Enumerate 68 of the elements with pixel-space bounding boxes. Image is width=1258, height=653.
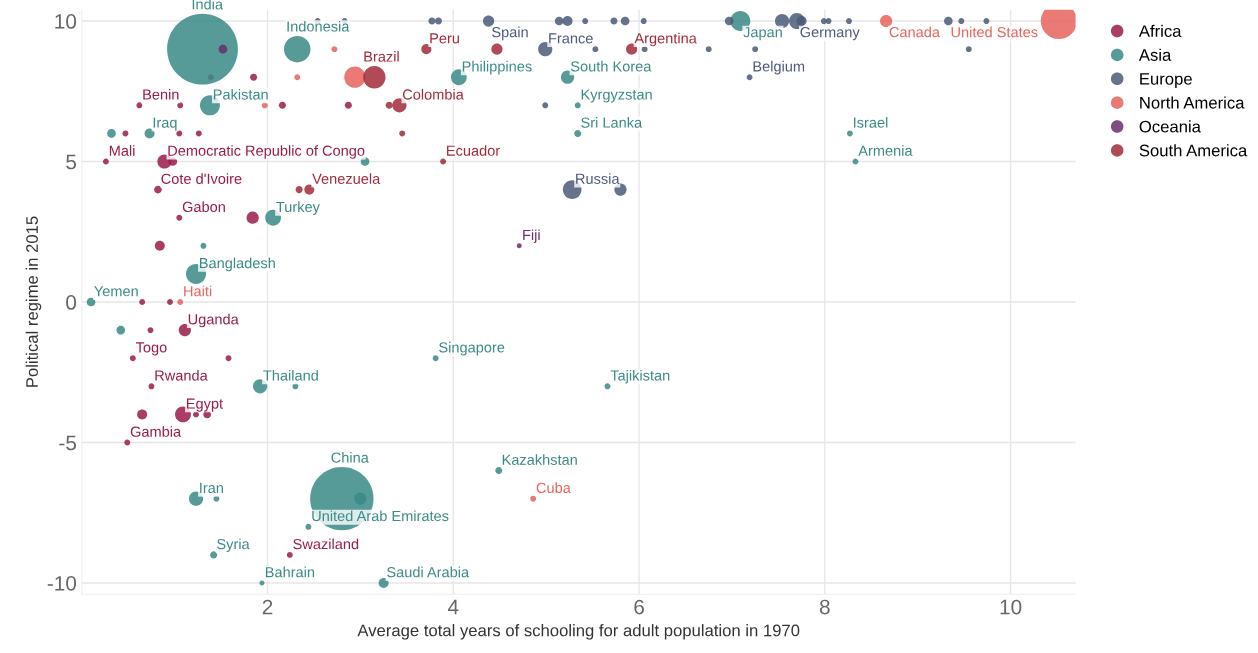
annotation: Uganda bbox=[188, 313, 239, 328]
annotation: South Korea bbox=[570, 60, 652, 72]
annotation: Indonesia bbox=[287, 20, 350, 32]
legend-label: Asia bbox=[1138, 48, 1172, 61]
annotation: United States bbox=[951, 26, 1038, 38]
legend-label: North America bbox=[1140, 96, 1245, 109]
y-axis-title: Political regime in 2015 bbox=[25, 216, 42, 387]
annotation: Peru bbox=[430, 33, 459, 44]
legend-label: Europe bbox=[1140, 73, 1192, 89]
annotation: Gambia bbox=[130, 426, 182, 437]
annotation: China bbox=[331, 452, 369, 463]
annotation: Gabon bbox=[182, 201, 225, 213]
annotation: Brazil bbox=[364, 51, 399, 62]
annotation: Haiti bbox=[184, 285, 212, 297]
annotation: Japan bbox=[743, 27, 782, 41]
annotation: Egypt bbox=[186, 398, 223, 412]
annotation: France bbox=[549, 33, 593, 44]
annotation: Thailand bbox=[263, 369, 318, 381]
annotation: Cote d'Ivoire bbox=[161, 173, 242, 184]
annotation: Spain bbox=[492, 26, 528, 41]
y-tick-label: 5 bbox=[66, 154, 77, 170]
annotation: Saudi Arabia bbox=[387, 566, 470, 578]
x-axis-title: Average total years of schooling for adult population in 1970 bbox=[357, 624, 800, 640]
annotation: Mali bbox=[109, 145, 135, 156]
y-tick-label: -10 bbox=[47, 575, 77, 591]
annotation: Fiji bbox=[523, 229, 540, 244]
annotation: Iran bbox=[200, 482, 223, 494]
annotation: Ecuador bbox=[447, 145, 500, 156]
annotation: Russia bbox=[576, 173, 620, 184]
y-tick-label: 0 bbox=[66, 295, 77, 310]
annotation: Germany bbox=[800, 26, 860, 41]
annotation: Togo bbox=[135, 342, 167, 356]
annotation: Israel bbox=[854, 117, 888, 128]
x-tick-label: 10 bbox=[1000, 599, 1022, 615]
annotation: Sri Lanka bbox=[581, 117, 643, 128]
x-tick-label: 6 bbox=[634, 599, 644, 615]
annotation: Benin bbox=[143, 88, 179, 100]
y-tick-label: -5 bbox=[59, 435, 77, 451]
annotation: Venezuela bbox=[312, 173, 381, 184]
annotation: Philippines bbox=[462, 60, 532, 75]
x-tick-label: 4 bbox=[447, 599, 459, 615]
annotation: United Arab Emirates bbox=[312, 510, 449, 522]
annotation: Syria bbox=[217, 538, 250, 553]
annotation: Armenia bbox=[858, 145, 913, 156]
annotation: Bangladesh bbox=[199, 257, 275, 272]
annotation: Tajikistan bbox=[610, 369, 670, 384]
legend-label: Africa bbox=[1138, 24, 1182, 38]
annotation: Argentina bbox=[634, 32, 697, 47]
x-tick-label: 8 bbox=[819, 599, 830, 615]
annotation: Kazakhstan bbox=[502, 454, 577, 465]
annotation: Cuba bbox=[536, 482, 571, 494]
annotation: Colombia bbox=[402, 88, 464, 100]
annotation: Turkey bbox=[276, 201, 320, 215]
annotation: Pakistan bbox=[213, 88, 268, 100]
y-tick-label: 10 bbox=[55, 14, 77, 29]
annotation: Iraq bbox=[153, 117, 177, 131]
x-tick-label: 2 bbox=[262, 599, 273, 615]
annotation: Bahrain bbox=[265, 566, 315, 578]
annotation: Democratic Republic of Congo bbox=[168, 145, 365, 159]
annotation: Belgium bbox=[753, 60, 805, 75]
annotation: Singapore bbox=[439, 341, 505, 356]
legend-label: South America bbox=[1139, 144, 1248, 157]
legend-label: Oceania bbox=[1139, 120, 1201, 133]
annotation: Canada bbox=[889, 26, 940, 38]
annotation: Kyrgyzstan bbox=[581, 89, 652, 103]
annotation: Swaziland bbox=[293, 538, 359, 550]
annotation: Rwanda bbox=[155, 369, 208, 381]
annotation: Yemen bbox=[94, 286, 138, 297]
